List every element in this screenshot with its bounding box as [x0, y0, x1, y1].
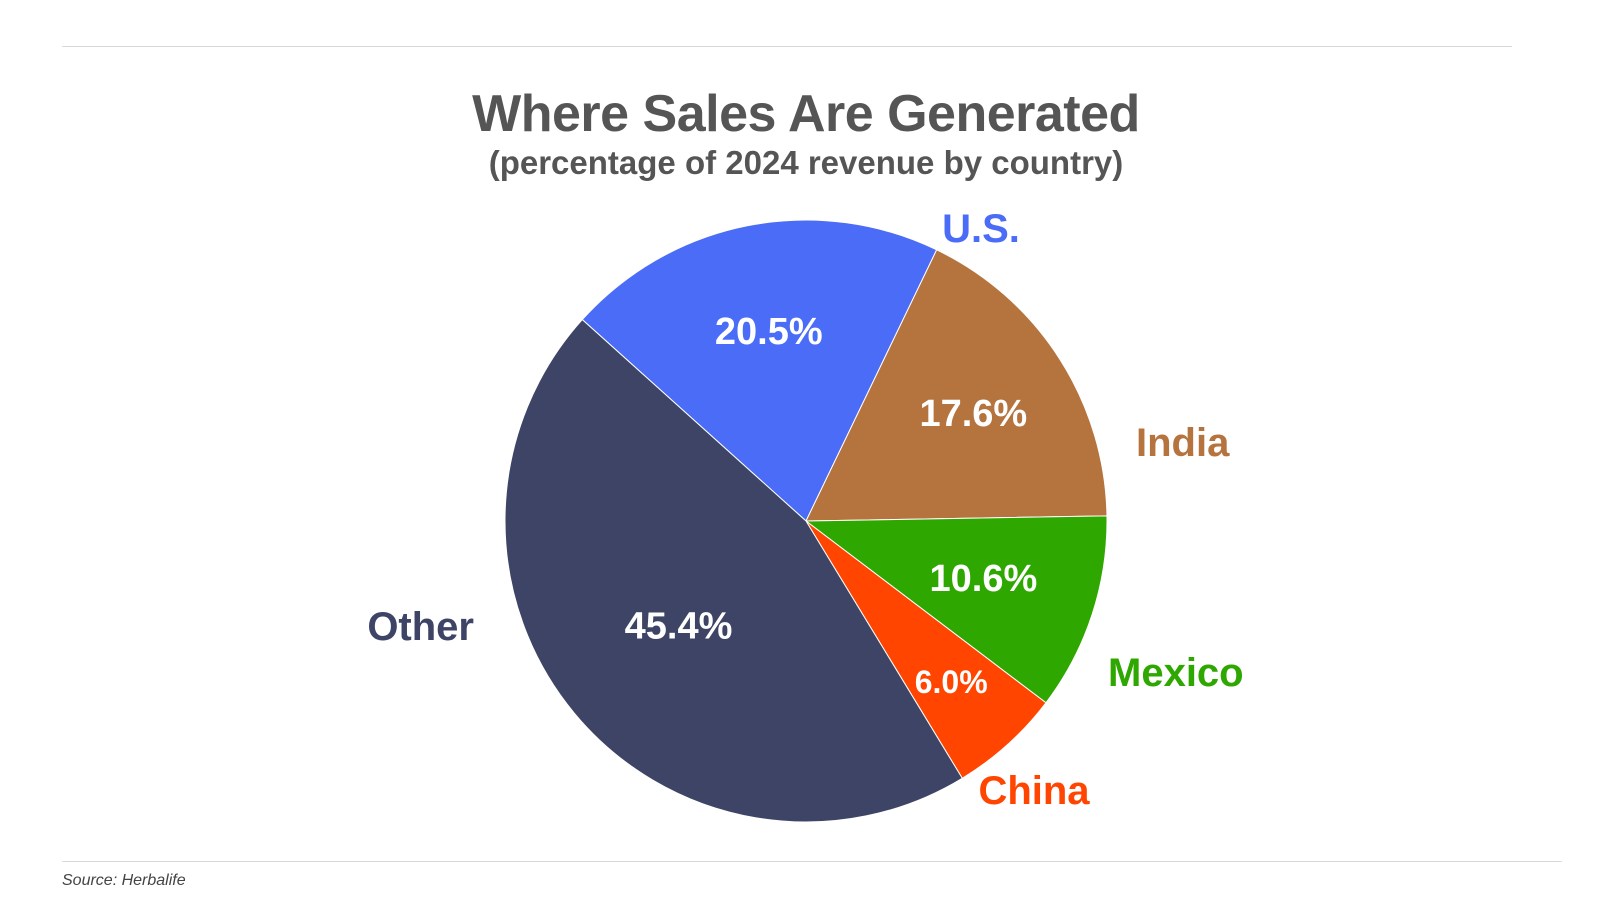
pie-slice-other: [504, 318, 963, 823]
bottom-divider: [62, 861, 1562, 862]
data-label-mexico: 10.6%: [930, 558, 1038, 600]
category-label-other: Other: [367, 605, 474, 649]
top-divider: [62, 46, 1512, 47]
category-label-china: China: [978, 769, 1090, 813]
data-label-china: 6.0%: [915, 664, 988, 700]
pie-slice-india: [805, 249, 1108, 522]
category-label-u-s: U.S.: [942, 207, 1020, 251]
pie-slice-u-s: [581, 219, 938, 522]
category-label-india: India: [1136, 421, 1230, 465]
chart-title: Where Sales Are Generated: [472, 85, 1140, 143]
category-label-mexico: Mexico: [1108, 651, 1244, 695]
data-label-india: 17.6%: [919, 393, 1027, 435]
source-note: Source: Herbalife: [62, 872, 186, 889]
pie-slice-mexico: [804, 515, 1108, 704]
chart-subtitle: (percentage of 2024 revenue by country): [488, 144, 1124, 181]
data-label-u-s: 20.5%: [715, 311, 823, 353]
data-label-other: 45.4%: [625, 606, 733, 648]
